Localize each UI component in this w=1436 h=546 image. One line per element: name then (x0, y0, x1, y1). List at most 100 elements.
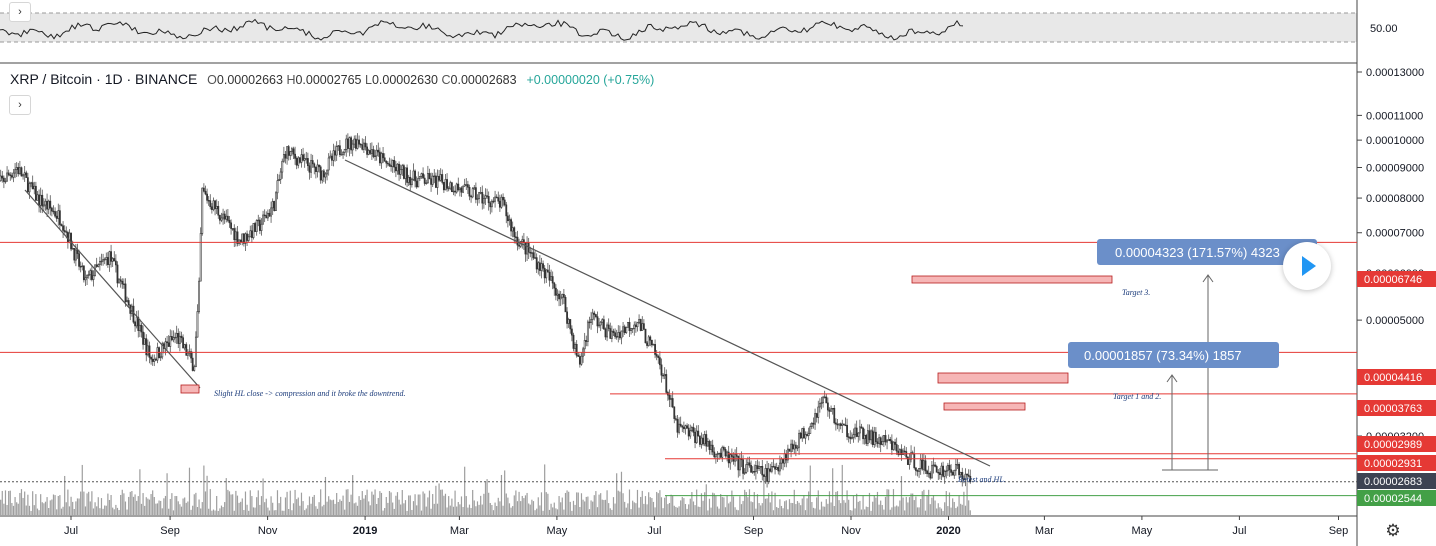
candle-body (486, 195, 488, 197)
volume-bar (768, 493, 770, 515)
volume-bar (737, 510, 739, 515)
volume-bar (515, 490, 517, 515)
volume-bar (777, 507, 779, 515)
volume-bar (403, 503, 405, 515)
volume-bar (43, 503, 45, 515)
candle-body (967, 474, 970, 477)
candle-body (92, 275, 95, 280)
candle-body (151, 358, 154, 362)
oscillator-collapse-button[interactable]: › (9, 2, 31, 22)
candle-body (906, 456, 909, 465)
candle-body (826, 402, 829, 411)
volume-bar (1, 490, 3, 515)
candle-body (711, 444, 714, 453)
time-tick-label: Jul (647, 525, 661, 537)
candle-body (321, 170, 324, 181)
volume-bar (158, 500, 160, 515)
volume-bar (875, 497, 877, 515)
candle-body (36, 194, 39, 201)
volume-bar (420, 510, 423, 515)
candle-body (348, 137, 351, 149)
volume-bar (654, 507, 656, 515)
candle-body (30, 182, 32, 184)
candle-body (407, 176, 410, 183)
volume-bar (424, 493, 426, 515)
candle-body (679, 423, 682, 427)
time-tick-label: Jul (1232, 525, 1246, 537)
candle-body (874, 431, 877, 443)
time-tick-label: 2019 (353, 525, 377, 537)
volume-bar (384, 508, 386, 515)
volume-bar (308, 496, 311, 515)
candle-body (506, 215, 509, 222)
candle-body (114, 260, 117, 266)
price-axis[interactable]: 0.00013000 0.00011000 0.00010000 0.00009000… (1357, 67, 1436, 506)
volume-bar (563, 509, 565, 515)
volume-bar (766, 498, 768, 515)
candle-body (844, 424, 847, 427)
play-button[interactable] (1283, 242, 1331, 290)
volume-bar (608, 503, 610, 515)
volume-bar (433, 503, 435, 515)
volume-bar (344, 509, 346, 515)
settings-gear-icon[interactable]: ⚙ (1385, 521, 1401, 540)
candle-body (343, 149, 346, 153)
candle-body (743, 472, 746, 474)
volume-bar (342, 495, 344, 515)
volume-bar (776, 507, 778, 515)
candle-body (839, 423, 842, 426)
candle-body (246, 233, 248, 241)
volume-bar (555, 508, 557, 515)
volume-bar (385, 497, 387, 515)
volume-bar (140, 503, 143, 515)
candle-body (156, 347, 159, 361)
volume-bar (462, 506, 464, 515)
legend-collapse-button[interactable]: › (9, 95, 31, 115)
candle-body (730, 454, 733, 457)
annotation-target-3: Target 3. (1122, 288, 1150, 297)
volume-bar (963, 491, 965, 515)
candle-body (580, 355, 583, 365)
candle-body (422, 173, 424, 179)
volume-bar (208, 508, 210, 515)
volume-bar (923, 489, 925, 515)
candle-body (404, 167, 407, 179)
volume-bar (457, 501, 459, 515)
volume-bar (945, 491, 947, 515)
candle-body (255, 220, 258, 232)
time-axis[interactable]: Jul Sep Nov 2019 Mar May Jul Sep Nov 2020 Mar May Ju… (64, 516, 1348, 537)
candle-body (73, 248, 76, 261)
volume-bar (94, 502, 96, 515)
volume-bar (614, 503, 616, 515)
candle-body (924, 460, 927, 472)
candle-body (577, 355, 580, 357)
price-level-label: 0.00006746 (1364, 274, 1422, 286)
volume-bar (233, 510, 235, 515)
candle-body (690, 427, 693, 431)
candle-body (210, 206, 213, 210)
volume-bar (924, 510, 927, 515)
candle-body (145, 338, 148, 356)
candle-body (487, 196, 490, 204)
volume-bar (964, 505, 967, 515)
candle-body (60, 224, 63, 227)
candle-body (916, 470, 919, 472)
volume-bar (636, 489, 639, 515)
volume-bar (238, 502, 240, 515)
candle-body (806, 434, 808, 436)
candle-body (866, 430, 869, 444)
volume-bar (665, 495, 667, 515)
volume-bar (931, 497, 933, 515)
candle-body (570, 328, 573, 336)
volume-bar (857, 501, 859, 515)
candle-body (58, 210, 61, 225)
candle-body (822, 396, 824, 404)
volume-bar (449, 505, 451, 515)
volume-bar (249, 490, 251, 515)
candle-body (855, 427, 858, 437)
volume-bar (336, 493, 338, 515)
volume-bar (256, 497, 258, 515)
volume-bar (265, 498, 267, 515)
interval: 1D (104, 71, 123, 87)
